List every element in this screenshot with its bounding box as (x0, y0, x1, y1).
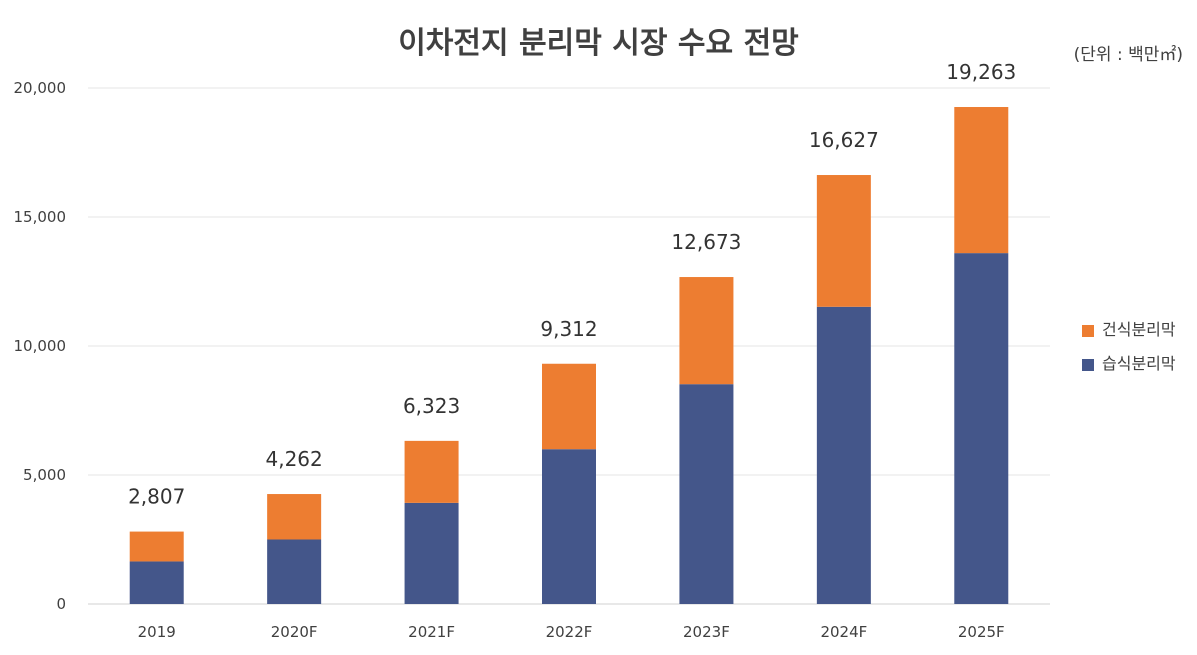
total-label: 12,673 (671, 230, 741, 254)
bar-wet-2024F (816, 306, 871, 604)
legend-item-wet: 습식분리막 (1082, 350, 1176, 374)
bar-dry-2023F (679, 277, 734, 385)
y-tick-label: 15,000 (14, 208, 67, 226)
unit-note: (단위 : 백만㎡) (1073, 45, 1183, 65)
legend-swatch-dry (1082, 324, 1094, 337)
bar-wet-2020F (267, 539, 322, 604)
x-tick-label: 2025F (958, 623, 1005, 641)
bar-dry-2024F (816, 175, 871, 307)
total-label: 16,627 (809, 128, 879, 152)
bar-wet-2022F (542, 449, 596, 604)
x-tick-label: 2019 (138, 623, 176, 641)
y-tick-label: 20,000 (14, 79, 67, 97)
y-tick-label: 0 (56, 595, 66, 613)
x-tick-label: 2024F (820, 623, 867, 641)
bar-dry-2019 (129, 531, 184, 562)
x-tick-label: 2022F (546, 623, 593, 641)
bar-wet-2019 (129, 561, 184, 604)
legend-label-wet: 습식분리막 (1102, 354, 1176, 373)
legend-label-dry: 건식분리막 (1102, 320, 1176, 339)
bar-wet-2023F (679, 384, 734, 604)
chart-title: 이차전지 분리막 시장 수요 전망 (398, 26, 799, 61)
y-tick-label: 5,000 (23, 466, 66, 484)
x-tick-label: 2020F (271, 623, 318, 641)
total-label: 2,807 (128, 485, 185, 509)
bar-dry-2022F (542, 363, 596, 450)
bar-wet-2021F (404, 502, 459, 604)
y-tick-label: 10,000 (14, 337, 67, 355)
legend-item-dry: 건식분리막 (1082, 316, 1176, 340)
legend-swatch-wet (1082, 358, 1094, 371)
total-label: 19,263 (946, 60, 1016, 84)
bar-dry-2025F (954, 107, 1009, 254)
total-label: 4,262 (266, 447, 323, 471)
bar-dry-2020F (267, 494, 322, 540)
total-label: 9,312 (540, 317, 597, 341)
total-label: 6,323 (403, 394, 460, 418)
bar-dry-2021F (404, 440, 459, 503)
x-tick-label: 2021F (408, 623, 455, 641)
x-tick-label: 2023F (683, 623, 730, 641)
bar-wet-2025F (954, 253, 1009, 604)
